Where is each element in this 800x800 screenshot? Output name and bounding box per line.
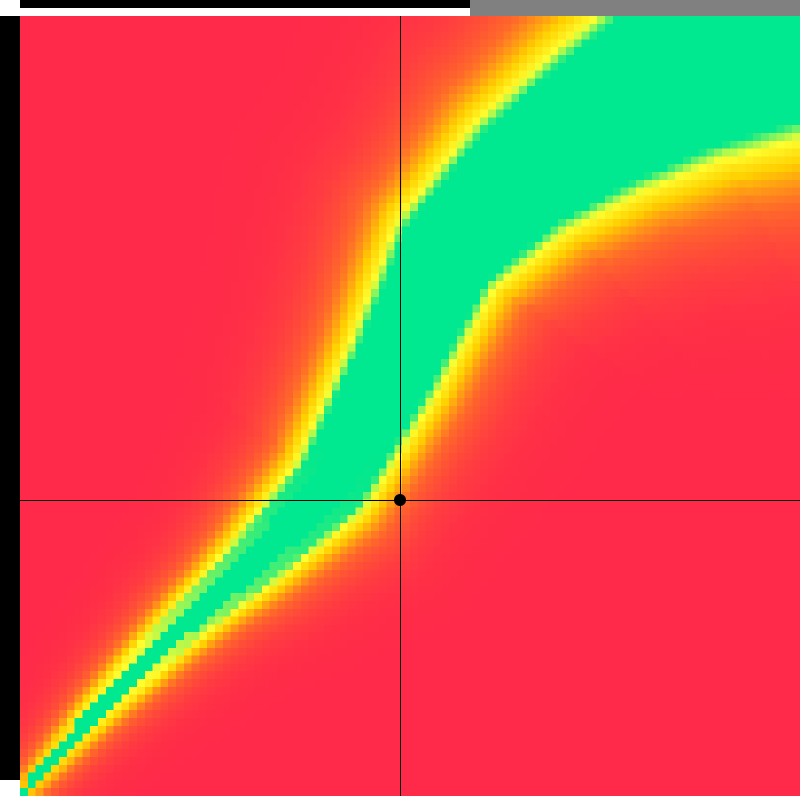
heatmap-canvas [20,16,800,796]
axis-horizontal [20,500,800,501]
left-black-bar [0,16,20,780]
top-black-bar [20,0,470,8]
chart-stage [0,0,800,800]
axis-vertical [400,16,401,796]
top-gray-bar [470,0,800,16]
focus-marker-icon [394,494,406,506]
